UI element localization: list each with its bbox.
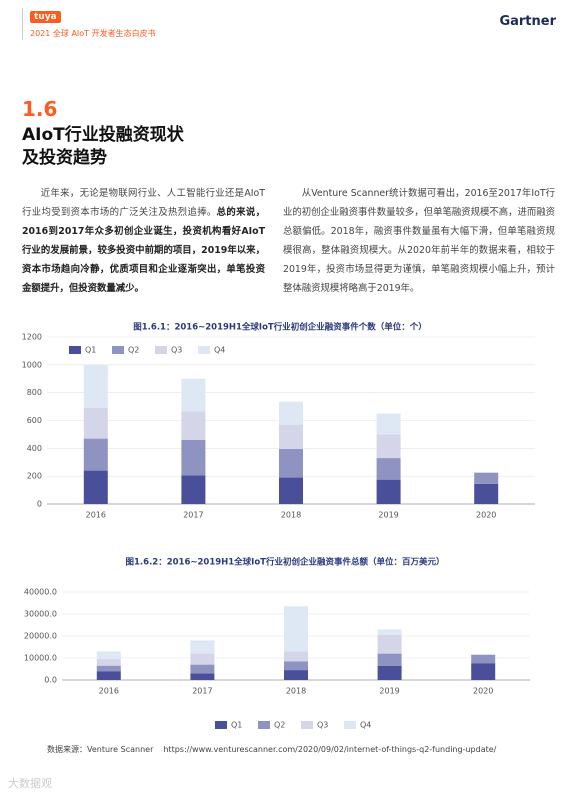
source-url: https://www.venturescanner.com/2020/09/0…	[163, 745, 497, 754]
y-tick-label: 1200	[22, 333, 42, 342]
y-tick-label: 800	[27, 388, 42, 397]
x-tick-label: 2016	[99, 687, 119, 696]
x-tick-label: 2019	[379, 687, 399, 696]
bar-segment	[377, 665, 402, 680]
bar-segment	[376, 479, 401, 504]
legend-swatch	[69, 346, 81, 354]
bar-segment	[279, 477, 303, 504]
section-title: AIoT行业投融资现状 及投资趋势	[22, 124, 184, 170]
bar-segment	[284, 670, 308, 680]
legend-label: Q3	[317, 721, 328, 730]
bar-segment	[83, 407, 108, 439]
source: 数据来源：Venture Scanner https://www.ventures…	[47, 744, 496, 755]
y-tick-label: 400	[27, 444, 42, 453]
bold-text: 总的来说，2016到2017年众多初创企业诞生，投资机构看好AIoT行业的发展前…	[22, 207, 265, 294]
logo: tuya	[30, 11, 61, 23]
bar-segment	[284, 606, 308, 652]
y-tick-label: 200	[27, 472, 42, 481]
y-tick-label: 10000.0	[24, 654, 57, 663]
legend-swatch	[301, 721, 313, 729]
bar-segment	[83, 364, 108, 408]
y-tick-label: 0.0	[44, 676, 57, 685]
legend-label: Q4	[214, 346, 225, 355]
x-tick-label: 2018	[281, 511, 301, 520]
title-line: 及投资趋势	[22, 148, 107, 168]
legend-swatch	[344, 721, 356, 729]
x-tick-label: 2017	[183, 511, 203, 520]
bar-segment	[190, 664, 215, 674]
x-tick-label: 2020	[476, 511, 496, 520]
bar-segment	[284, 661, 308, 671]
bar-segment	[181, 378, 206, 412]
x-tick-label: 2018	[286, 687, 306, 696]
bar-segment	[471, 663, 496, 680]
bar-segment	[181, 439, 206, 476]
legend-swatch	[155, 346, 167, 354]
bar-segment	[190, 640, 215, 654]
bar-segment	[190, 673, 215, 680]
title-line: AIoT行业投融资现状	[22, 125, 184, 145]
text: 近年来，无论是物联网行业、人工智能行业还是AIoT行业均受到资本市场的广泛关注及…	[22, 188, 265, 218]
y-tick-label: 30000.0	[24, 610, 57, 619]
bar-segment	[279, 424, 303, 450]
bar-segment	[96, 671, 121, 680]
bar-segment	[96, 665, 121, 672]
y-tick-label: 0	[37, 500, 42, 509]
bar-segment	[377, 634, 402, 654]
bar-segment	[376, 413, 401, 435]
brand: Gartner	[499, 14, 556, 29]
paragraph: 从Venture Scanner统计数据可看出，2016至2017年IoT行业的…	[283, 188, 555, 294]
bar-segment	[284, 651, 308, 662]
bar-segment	[471, 654, 496, 664]
paragraph: 近年来，无论是物联网行业、人工智能行业还是AIoT行业均受到资本市场的广泛关注及…	[22, 184, 265, 298]
legend-swatch	[112, 346, 124, 354]
header-subtitle: 2021 全球 AIoT 开发者生态白皮书	[30, 29, 156, 38]
legend-label: Q1	[85, 346, 96, 355]
chart-title: 图1.6.1：2016~2019H1全球IoT行业初创企业融资事件个数（单位：个…	[133, 322, 426, 333]
bar-segment	[279, 401, 303, 425]
legend-swatch	[215, 721, 227, 729]
legend-label: Q1	[231, 721, 242, 730]
bar-segment	[377, 653, 402, 666]
bar-segment	[96, 659, 121, 666]
source-label: 数据来源：Venture Scanner	[47, 745, 154, 754]
legend-label: Q3	[171, 346, 182, 355]
y-tick-label: 40000.0	[24, 588, 57, 597]
y-tick-label: 1000	[22, 360, 42, 369]
bar-segment	[474, 472, 499, 484]
bar-segment	[279, 449, 303, 478]
bar-segment	[181, 475, 206, 504]
bar-segment	[474, 483, 499, 504]
x-tick-label: 2017	[192, 687, 212, 696]
legend-label: Q2	[274, 721, 285, 730]
legend-swatch	[258, 721, 270, 729]
bar-segment	[83, 470, 108, 504]
bar-segment	[83, 438, 108, 471]
x-tick-label: 2020	[473, 687, 493, 696]
bar-segment	[376, 458, 401, 480]
legend-swatch	[198, 346, 210, 354]
header-rule	[22, 8, 23, 40]
bar-segment	[377, 629, 402, 635]
bar-segment	[96, 651, 121, 660]
x-tick-label: 2019	[378, 511, 398, 520]
legend-label: Q4	[360, 721, 371, 730]
bar-segment	[376, 434, 401, 459]
bar-segment	[190, 653, 215, 665]
chart-title: 图1.6.2：2016~2019H1全球IoT行业初创企业融资事件总额（单位：百…	[126, 557, 445, 568]
legend-label: Q2	[128, 346, 139, 355]
watermark: 大数据观	[8, 777, 52, 790]
bar-segment	[181, 411, 206, 440]
y-tick-label: 20000.0	[24, 632, 57, 641]
y-tick-label: 600	[27, 416, 42, 425]
x-tick-label: 2016	[86, 511, 106, 520]
section-number: 1.6	[22, 97, 58, 121]
